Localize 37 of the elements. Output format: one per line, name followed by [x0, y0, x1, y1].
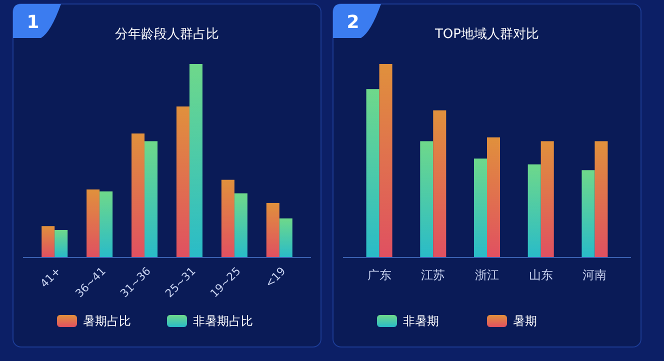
bar [176, 106, 190, 257]
chart-title: 分年龄段人群占比 [115, 27, 219, 42]
x-tick-label: 广东 [367, 268, 392, 282]
bar [266, 202, 280, 257]
text: 1 [26, 12, 40, 33]
legend-label: 暑期 [513, 314, 537, 328]
bar [528, 164, 541, 257]
chart-title: TOP地域人群对比 [434, 27, 540, 42]
bar [132, 133, 145, 257]
legend-label: 非暑期占比 [193, 314, 253, 328]
bar [42, 226, 55, 257]
legend-label: 非暑期 [403, 314, 439, 328]
x-tick-label: 山东 [528, 268, 553, 282]
x-tick-label: 浙江 [475, 268, 499, 282]
bar [366, 89, 380, 257]
bar [221, 180, 234, 257]
bar [487, 137, 500, 257]
x-tick-label: <19 [262, 264, 288, 290]
bar [279, 218, 292, 257]
bar [433, 110, 446, 257]
bar [54, 230, 68, 257]
bar [540, 141, 554, 257]
legend-label: 暑期占比 [83, 314, 131, 328]
bar [594, 141, 608, 257]
bar [379, 64, 392, 257]
bar [86, 189, 100, 257]
bar [189, 64, 202, 257]
bar [100, 191, 113, 257]
bar [144, 141, 158, 257]
bar [474, 158, 487, 257]
x-tick-label: 河南 [582, 268, 607, 282]
x-tick-label: 41+ [38, 264, 64, 290]
bar [420, 141, 434, 257]
x-tick-label: 江苏 [421, 268, 446, 282]
bar [582, 170, 595, 257]
bar [234, 193, 248, 257]
text: 2 [346, 12, 360, 33]
